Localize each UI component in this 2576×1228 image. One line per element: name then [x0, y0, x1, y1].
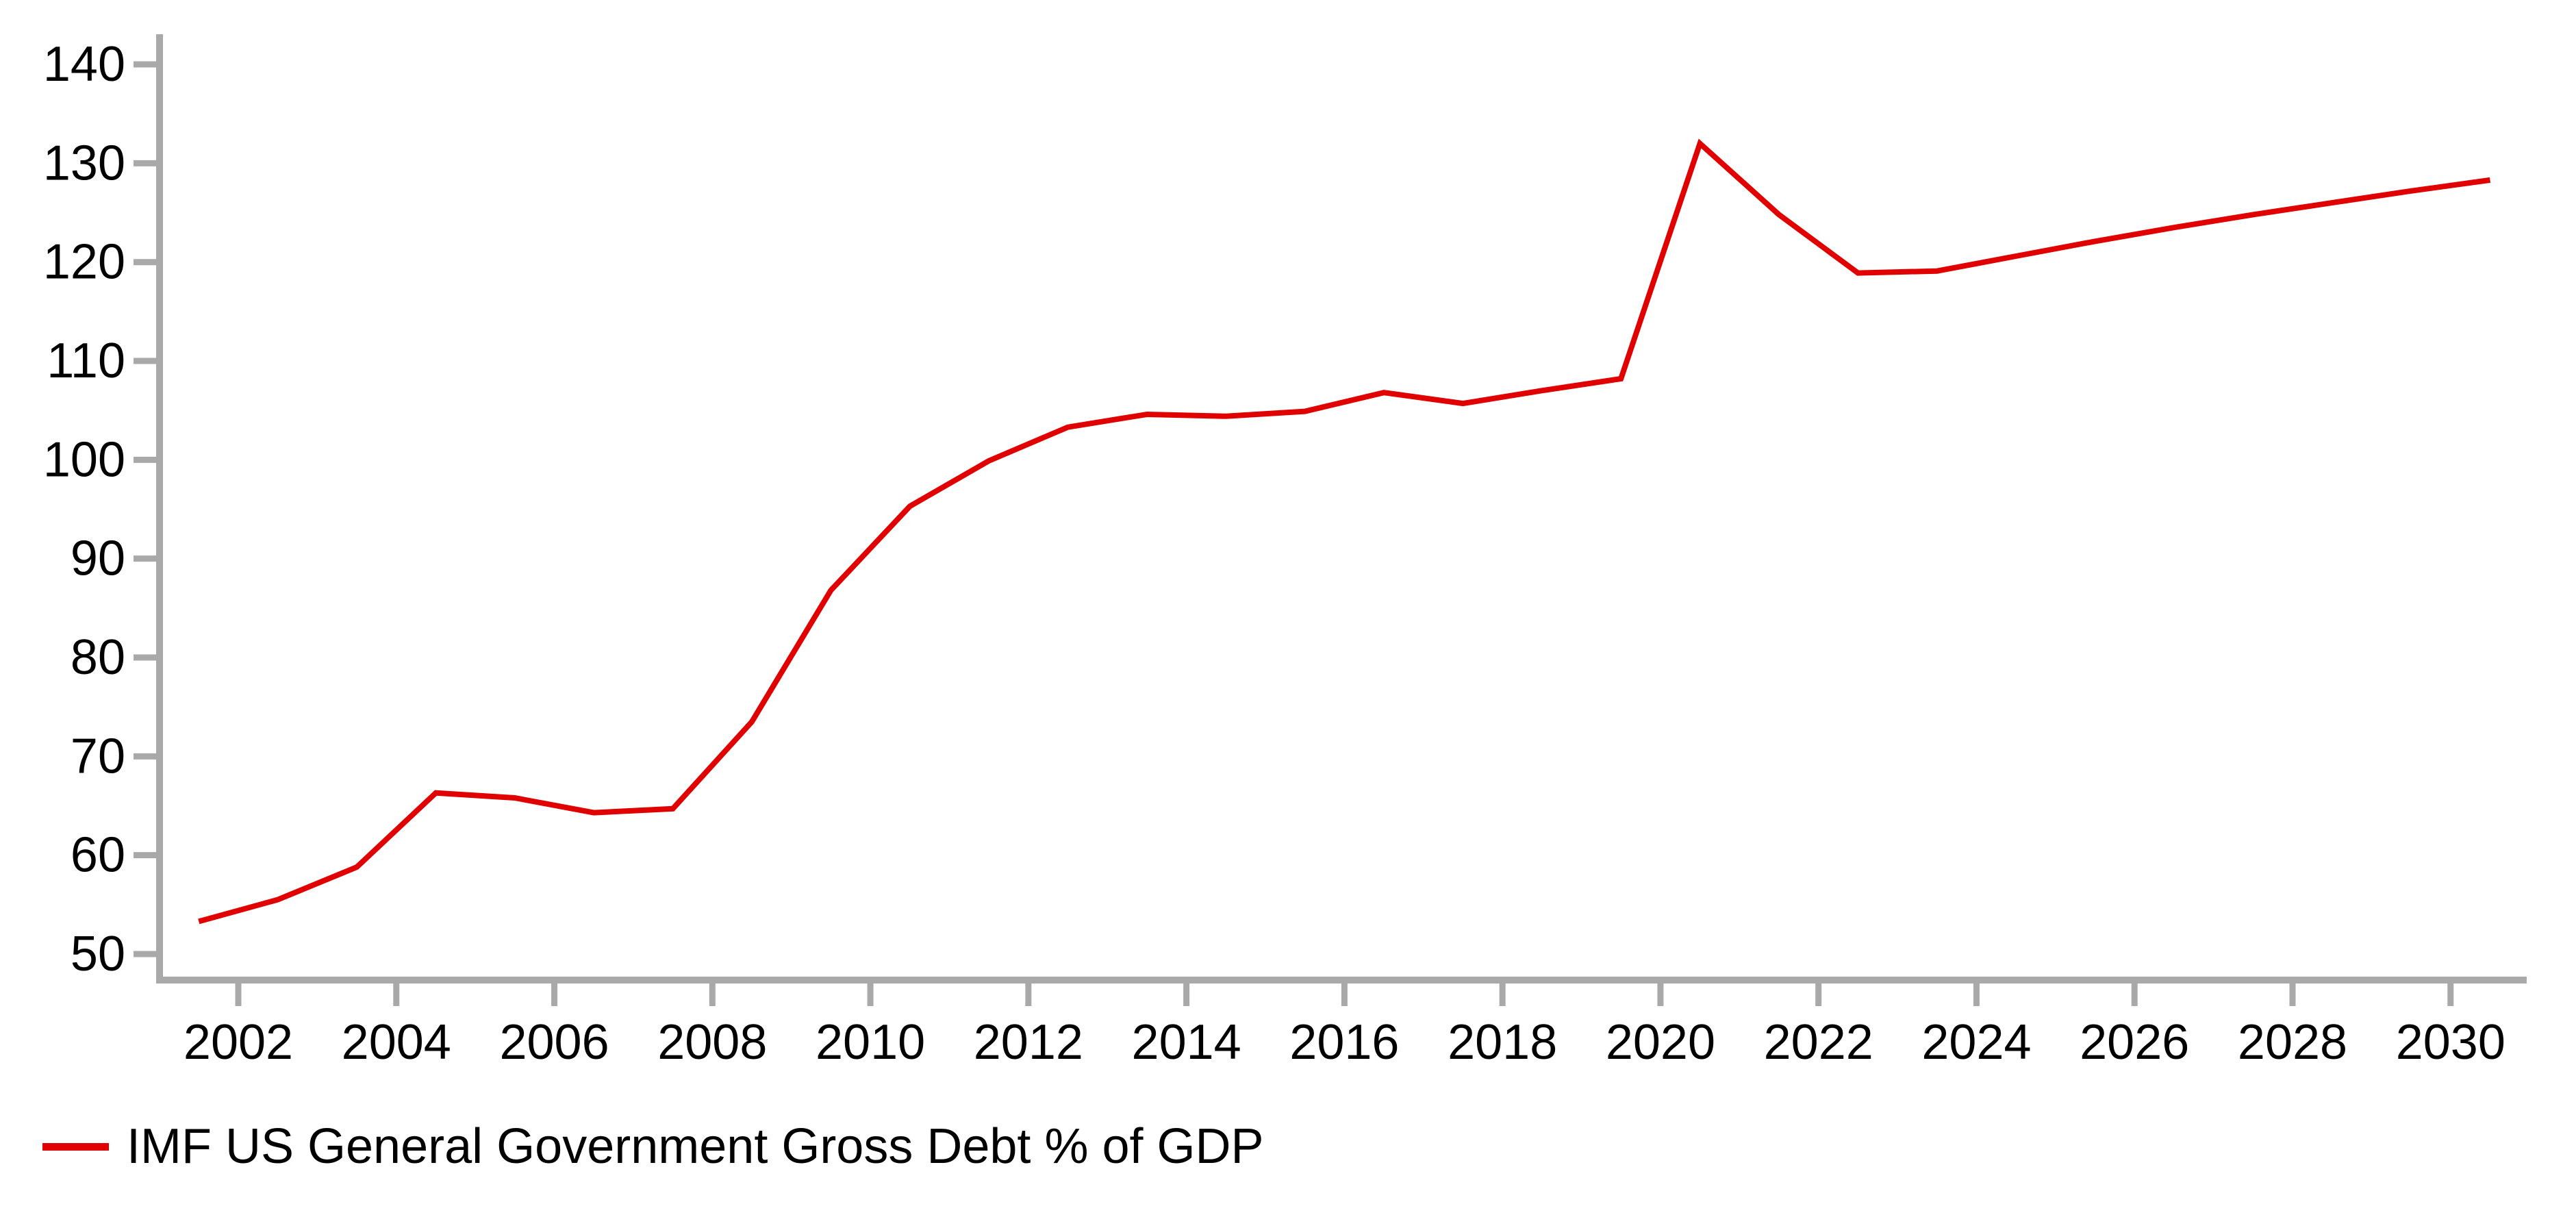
legend-series-label: IMF US General Government Gross Debt % o… [127, 1119, 1264, 1174]
y-tick-label: 120 [43, 235, 125, 290]
y-tick-label: 90 [71, 531, 125, 586]
y-tick-label: 50 [71, 927, 125, 981]
x-tick-label: 2026 [2080, 1015, 2189, 1070]
x-tick-label: 2030 [2396, 1015, 2505, 1070]
x-tick-label: 2018 [1448, 1015, 1557, 1070]
y-tick-label: 100 [43, 432, 125, 487]
debt-line [198, 138, 2491, 925]
x-tick-label: 2016 [1289, 1015, 1399, 1070]
x-tick-label: 2010 [816, 1015, 925, 1070]
y-tick-label: 130 [43, 136, 125, 190]
x-tick-label: 2004 [342, 1015, 451, 1070]
y-tick-label: 70 [71, 729, 125, 784]
y-tick-label: 80 [71, 630, 125, 685]
y-tick-label: 60 [71, 828, 125, 883]
y-tick-label: 140 [43, 37, 125, 92]
x-tick-label: 2014 [1132, 1015, 1241, 1070]
legend-line-marker [42, 1142, 109, 1151]
x-tick-label: 2012 [974, 1015, 1083, 1070]
x-tick-label: 2002 [184, 1015, 293, 1070]
y-tick-label: 110 [47, 334, 125, 388]
legend: IMF US General Government Gross Debt % o… [42, 1118, 1264, 1175]
x-tick-label: 2020 [1606, 1015, 1715, 1070]
x-tick-label: 2008 [657, 1015, 767, 1070]
x-tick-label: 2024 [1921, 1015, 2031, 1070]
x-tick-label: 2022 [1764, 1015, 1873, 1070]
x-tick-label: 2028 [2238, 1015, 2347, 1070]
x-tick-label: 2006 [499, 1015, 609, 1070]
